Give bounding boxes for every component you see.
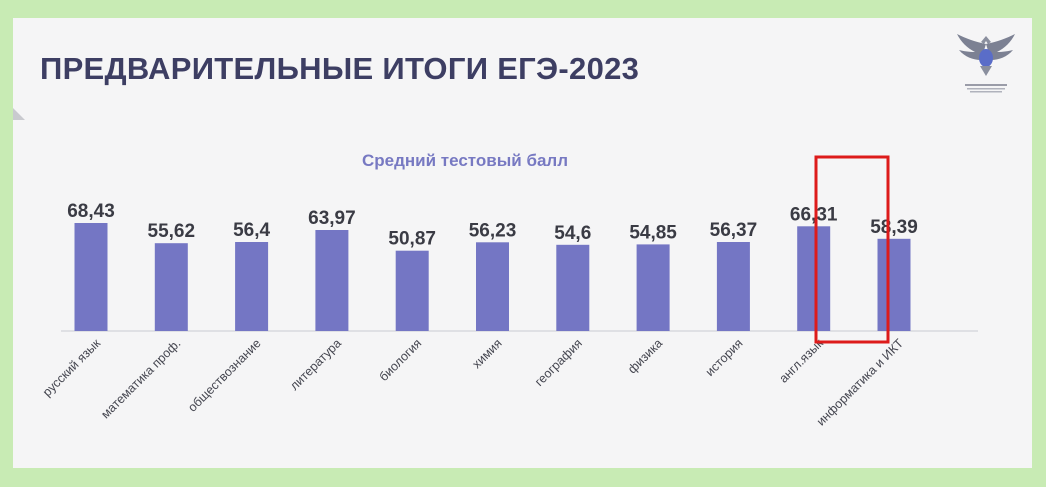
value-label-7: 54,85 [629, 222, 677, 243]
eagle-emblem-icon [957, 34, 1015, 93]
category-label-6: география [532, 336, 585, 389]
bar-4 [395, 250, 429, 331]
category-label-8: история [703, 336, 746, 379]
category-label-5: химия [470, 336, 505, 371]
bar-chart: Средний тестовый балл 68,43 55,62 56,4 63,9… [40, 151, 978, 429]
value-label-4: 50,87 [388, 229, 436, 250]
chart-title: Средний тестовый балл [362, 151, 568, 170]
value-label-8: 56,37 [710, 220, 758, 241]
corner-mark [13, 108, 25, 120]
value-label-1: 55,62 [148, 221, 196, 242]
bar-0 [74, 223, 108, 331]
value-label-0: 68,43 [67, 201, 115, 222]
category-label-4: биология [377, 336, 425, 384]
category-label-0: русский язык [40, 336, 104, 400]
value-label-9: 66,31 [790, 204, 838, 225]
value-label-6: 54,6 [554, 223, 591, 244]
slide: ПРЕДВАРИТЕЛЬНЫЕ ИТОГИ ЕГЭ-2023 Средний т… [13, 18, 1032, 468]
bar-7 [636, 244, 670, 331]
bar-1 [154, 243, 188, 331]
value-label-5: 56,23 [469, 220, 517, 241]
bar-5 [476, 242, 509, 331]
bar-6 [556, 244, 590, 331]
category-label-1: математика проф. [98, 336, 183, 421]
bar-9 [797, 226, 831, 331]
value-label-3: 63,97 [308, 208, 356, 229]
category-label-10: информатика и ИКТ [814, 336, 907, 429]
page-title: ПРЕДВАРИТЕЛЬНЫЕ ИТОГИ ЕГЭ-2023 [40, 51, 640, 86]
category-label-2: обществознание [185, 336, 263, 414]
bar-8 [716, 242, 750, 331]
bar-3 [315, 230, 349, 331]
highlight-box [814, 155, 890, 344]
value-label-10: 58,39 [870, 217, 918, 238]
bar-10 [877, 238, 911, 331]
bar-2 [235, 242, 269, 331]
category-label-7: физика [625, 336, 665, 376]
category-label-3: литература [287, 336, 344, 393]
value-label-2: 56,4 [233, 220, 270, 241]
